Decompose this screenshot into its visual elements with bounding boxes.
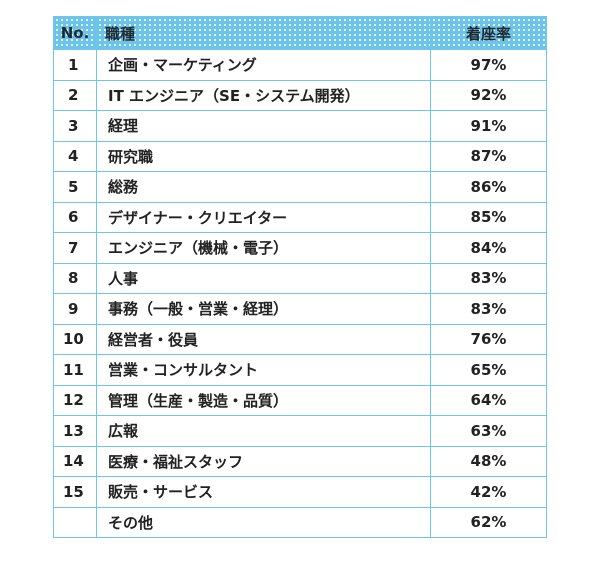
row-job: デザイナー・クリエイター <box>96 201 431 233</box>
row-no: 1 <box>53 49 97 81</box>
row-no: 4 <box>53 140 97 172</box>
row-rate: 92% <box>430 79 547 111</box>
row-rate: 84% <box>430 232 547 264</box>
row-rate: 48% <box>430 445 547 477</box>
row-rate: 83% <box>430 262 547 294</box>
table-header-row: No. 職種 着座率 <box>53 16 547 50</box>
table-row: 2 IT エンジニア（SE・システム開発） 92% <box>53 79 547 111</box>
row-rate: 63% <box>430 415 547 447</box>
row-job: 人事 <box>96 262 431 294</box>
table-row: 11 営業・コンサルタント 65% <box>53 354 547 386</box>
row-no: 6 <box>53 201 97 233</box>
row-rate: 65% <box>430 354 547 386</box>
row-job: 営業・コンサルタント <box>96 354 431 386</box>
header-rate: 着座率 <box>430 16 547 50</box>
row-rate: 97% <box>430 49 547 81</box>
row-job: 企画・マーケティング <box>96 49 431 81</box>
occupation-seating-table-container: No. 職種 着座率 1 企画・マーケティング 97% 2 IT エンジニア（S… <box>53 16 547 538</box>
table-row: 6 デザイナー・クリエイター 85% <box>53 201 547 233</box>
table-row: 13 広報 63% <box>53 415 547 447</box>
row-rate: 87% <box>430 140 547 172</box>
row-job: 広報 <box>96 415 431 447</box>
row-no: 8 <box>53 262 97 294</box>
row-job: 医療・福祉スタッフ <box>96 445 431 477</box>
row-no: 9 <box>53 293 97 325</box>
row-no: 2 <box>53 79 97 111</box>
row-no <box>53 506 97 538</box>
table-row: その他 62% <box>53 506 547 538</box>
row-rate: 83% <box>430 293 547 325</box>
row-no: 14 <box>53 445 97 477</box>
row-job: エンジニア（機械・電子） <box>96 232 431 264</box>
row-job: 経営者・役員 <box>96 323 431 355</box>
table-row: 3 経理 91% <box>53 110 547 142</box>
table-row: 5 総務 86% <box>53 171 547 203</box>
table-row: 1 企画・マーケティング 97% <box>53 49 547 81</box>
row-no: 10 <box>53 323 97 355</box>
row-rate: 76% <box>430 323 547 355</box>
table-row: 14 医療・福祉スタッフ 48% <box>53 445 547 477</box>
table-row: 15 販売・サービス 42% <box>53 476 547 508</box>
row-rate: 91% <box>430 110 547 142</box>
table-row: 7 エンジニア（機械・電子） 84% <box>53 232 547 264</box>
row-job: 販売・サービス <box>96 476 431 508</box>
header-no: No. <box>53 16 97 50</box>
row-no: 3 <box>53 110 97 142</box>
row-job: 研究職 <box>96 140 431 172</box>
row-no: 5 <box>53 171 97 203</box>
header-job: 職種 <box>96 16 431 50</box>
row-job: 経理 <box>96 110 431 142</box>
table-row: 8 人事 83% <box>53 262 547 294</box>
table-row: 12 管理（生産・製造・品質） 64% <box>53 384 547 416</box>
table-row: 9 事務（一般・営業・経理） 83% <box>53 293 547 325</box>
row-rate: 85% <box>430 201 547 233</box>
row-no: 11 <box>53 354 97 386</box>
occupation-seating-table: No. 職種 着座率 1 企画・マーケティング 97% 2 IT エンジニア（S… <box>53 16 547 538</box>
table-row: 4 研究職 87% <box>53 140 547 172</box>
row-job: IT エンジニア（SE・システム開発） <box>96 79 431 111</box>
row-no: 15 <box>53 476 97 508</box>
row-job: 管理（生産・製造・品質） <box>96 384 431 416</box>
row-job: 事務（一般・営業・経理） <box>96 293 431 325</box>
row-no: 7 <box>53 232 97 264</box>
row-rate: 86% <box>430 171 547 203</box>
row-rate: 42% <box>430 476 547 508</box>
row-no: 13 <box>53 415 97 447</box>
table-row: 10 経営者・役員 76% <box>53 323 547 355</box>
row-rate: 62% <box>430 506 547 538</box>
row-job: 総務 <box>96 171 431 203</box>
row-no: 12 <box>53 384 97 416</box>
row-job: その他 <box>96 506 431 538</box>
row-rate: 64% <box>430 384 547 416</box>
table-body: 1 企画・マーケティング 97% 2 IT エンジニア（SE・システム開発） 9… <box>53 49 547 538</box>
